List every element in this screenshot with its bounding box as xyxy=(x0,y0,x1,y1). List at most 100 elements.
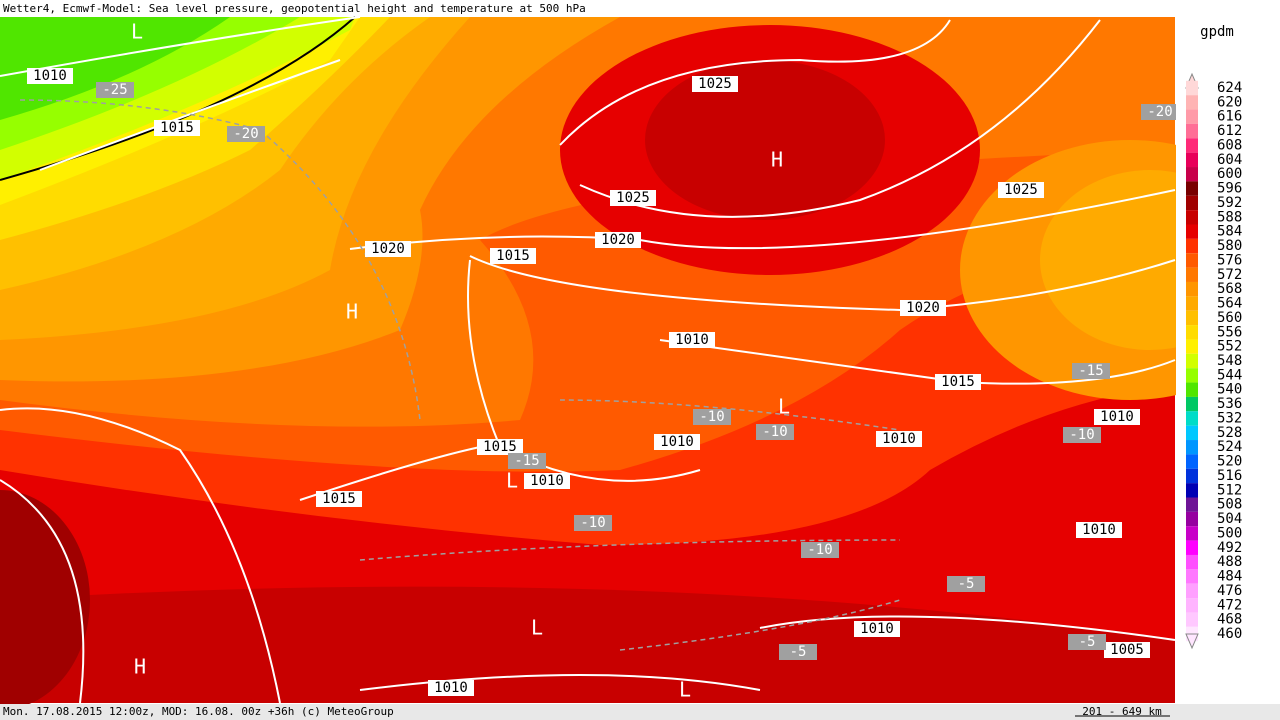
legend-swatch xyxy=(1186,440,1198,455)
legend-value: 460 xyxy=(1217,626,1242,642)
isobar-label-box xyxy=(1076,522,1122,538)
legend-swatch xyxy=(1186,353,1198,369)
legend-swatch xyxy=(1186,181,1198,196)
isobar-label: 1015 xyxy=(322,491,356,507)
temperature-label-box xyxy=(779,644,817,660)
legend-swatch xyxy=(1186,339,1198,354)
legend-swatch xyxy=(1186,425,1198,441)
legend-value: 476 xyxy=(1217,583,1242,599)
isobar-label: 1015 xyxy=(160,120,194,136)
legend-swatch xyxy=(1186,238,1198,254)
legend-value: 600 xyxy=(1217,166,1242,182)
legend-value: 544 xyxy=(1217,367,1242,383)
isobar-label: 1015 xyxy=(496,248,530,264)
isobar-label: 1020 xyxy=(601,232,635,248)
map-labels: 1010 1015 1025 1025 1020 1015 1020 1025 1020 1010… xyxy=(27,20,1179,702)
legend-swatch xyxy=(1186,511,1198,527)
legend-value: 504 xyxy=(1217,511,1242,527)
temperature-label: -5 xyxy=(1079,634,1096,650)
isobar-label: 1010 xyxy=(882,431,916,447)
isobar-label: 1025 xyxy=(698,76,732,92)
legend-swatch xyxy=(1186,267,1198,282)
footer-bar xyxy=(0,704,1280,720)
isobar-label-box xyxy=(610,190,656,206)
legend-value: 620 xyxy=(1217,94,1242,110)
pressure-center: H xyxy=(134,655,146,679)
legend-swatch xyxy=(1186,396,1198,412)
temperature-label-box xyxy=(1068,634,1106,650)
legend-value: 588 xyxy=(1217,209,1242,225)
isobar-label-box xyxy=(595,232,641,248)
temperature-label-box xyxy=(574,515,612,531)
temperature-label: -25 xyxy=(102,82,127,98)
isobar-label: 1015 xyxy=(941,374,975,390)
legend-value: 556 xyxy=(1217,324,1242,340)
isobar-label-box xyxy=(365,241,411,257)
isobar-label-box xyxy=(854,621,900,637)
pressure-center: L xyxy=(531,616,543,640)
isobar-label-box xyxy=(490,248,536,264)
temperature-label-box xyxy=(947,576,985,592)
legend-value: 532 xyxy=(1217,410,1242,426)
legend-swatch xyxy=(1186,382,1198,397)
legend-swatch xyxy=(1186,468,1198,484)
legend-swatch xyxy=(1186,210,1198,225)
legend-value: 508 xyxy=(1217,497,1242,513)
temperature-label: -15 xyxy=(514,453,539,469)
temperature-label-box xyxy=(508,453,546,469)
legend-unit: gpdm xyxy=(1200,24,1234,40)
isobar-label-box xyxy=(669,332,715,348)
temperature-label: -5 xyxy=(790,644,807,660)
legend-value: 492 xyxy=(1217,540,1242,556)
isobar-label: 1010 xyxy=(660,434,694,450)
temperature-label: -10 xyxy=(762,424,787,440)
legend-swatch xyxy=(1186,167,1198,182)
temperature-label: -20 xyxy=(1147,104,1172,120)
isobar-label: 1010 xyxy=(434,680,468,696)
isobar-label: 1020 xyxy=(906,300,940,316)
legend-value: 624 xyxy=(1217,80,1242,96)
temperature-label: -20 xyxy=(233,126,258,142)
legend-swatch xyxy=(1186,224,1198,239)
isobar-label: 1025 xyxy=(616,190,650,206)
pressure-center: L xyxy=(506,469,518,493)
legend-swatch xyxy=(1186,152,1198,168)
legend-value: 576 xyxy=(1217,252,1242,268)
temperature-label-box xyxy=(801,542,839,558)
legend-value: 512 xyxy=(1217,482,1242,498)
isobar-label: 1010 xyxy=(675,332,709,348)
temperature-label: -10 xyxy=(699,409,724,425)
legend-value: 520 xyxy=(1217,454,1242,470)
legend-value: 596 xyxy=(1217,181,1242,197)
isobar-label-box xyxy=(428,680,474,696)
legend-swatch xyxy=(1186,253,1198,268)
legend: 6246206166126086046005965925885845805765… xyxy=(1185,72,1242,650)
isobar-label-box xyxy=(935,374,981,390)
isobar-label: 1020 xyxy=(371,241,405,257)
legend-swatch xyxy=(1186,483,1198,498)
legend-swatch xyxy=(1186,123,1198,139)
legend-value: 568 xyxy=(1217,281,1242,297)
legend-swatch xyxy=(1186,109,1198,124)
legend-value: 472 xyxy=(1217,597,1242,613)
legend-value: 560 xyxy=(1217,310,1242,326)
isobar-label-box xyxy=(524,473,570,489)
isobar-label: 1025 xyxy=(1004,182,1038,198)
temperature-label: -10 xyxy=(1069,427,1094,443)
legend-value: 516 xyxy=(1217,468,1242,484)
isobar-label-box xyxy=(316,491,362,507)
isobar-label-box xyxy=(1104,642,1150,658)
temperature-label: -10 xyxy=(580,515,605,531)
legend-value: 608 xyxy=(1217,137,1242,153)
legend-value: 616 xyxy=(1217,109,1242,125)
pressure-center: H xyxy=(346,300,358,324)
pressure-center: L xyxy=(679,678,691,702)
legend-value: 612 xyxy=(1217,123,1242,139)
legend-value: 584 xyxy=(1217,224,1242,240)
legend-value: 552 xyxy=(1217,339,1242,355)
legend-swatch xyxy=(1186,368,1198,383)
legend-swatch xyxy=(1186,80,1198,96)
isobar-label-box xyxy=(692,76,738,92)
pressure-center: L xyxy=(131,20,143,44)
